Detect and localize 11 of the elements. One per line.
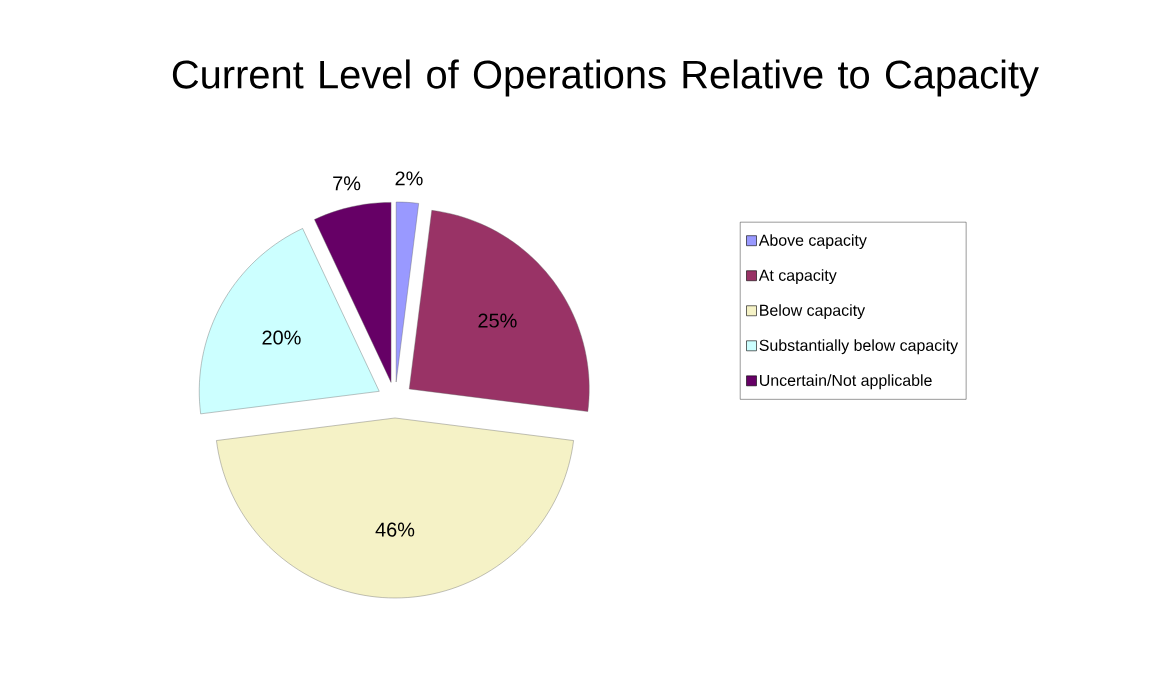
data-label: 2% [395, 171, 423, 186]
data-label: 46% [375, 522, 415, 537]
data-label: 25% [478, 313, 517, 328]
legend-label: Above capacity [758, 234, 867, 250]
legend-label: Substantially below capacity [759, 339, 959, 355]
legend-label: Below capacity [760, 304, 866, 320]
legend-label: At capacity [758, 269, 837, 285]
chart-title: Current Level of Operations Relative to Capacity [172, 59, 1039, 97]
data-label: 20% [262, 330, 301, 345]
data-label: 7% [333, 176, 361, 191]
legend-label: Uncertain/Not applicable [760, 374, 932, 390]
